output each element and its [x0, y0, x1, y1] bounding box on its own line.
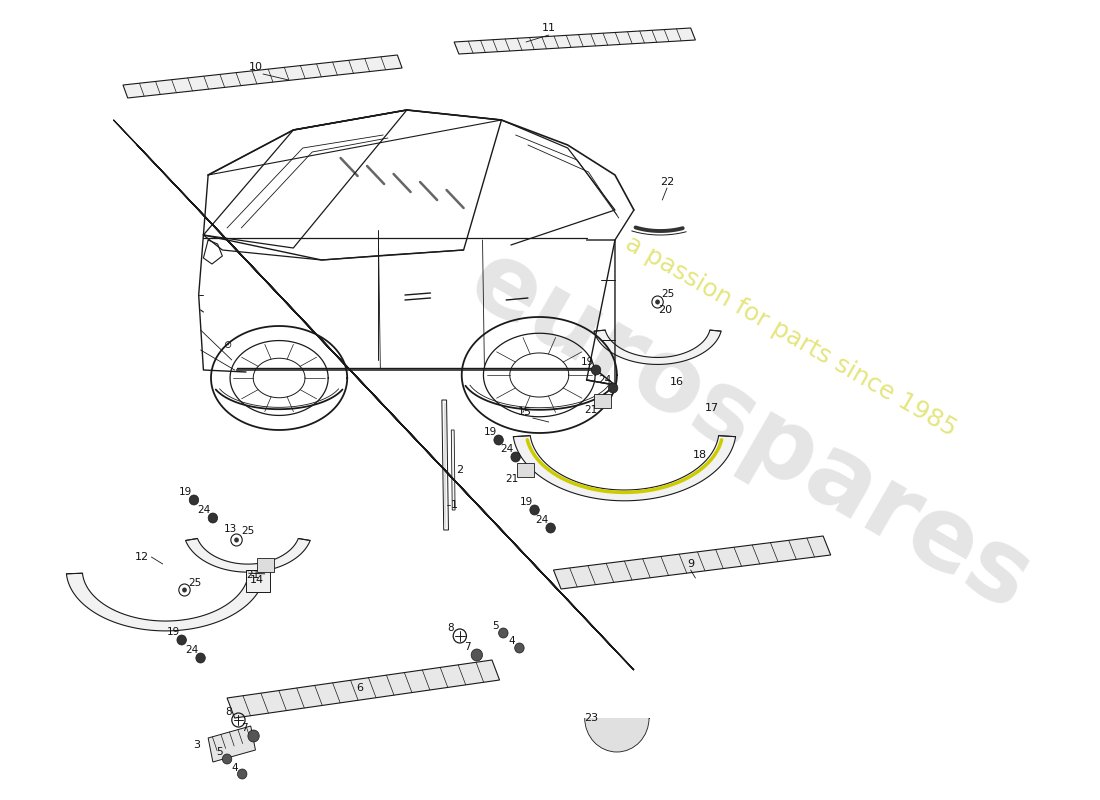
Circle shape — [189, 495, 199, 505]
Text: 22: 22 — [660, 177, 674, 187]
Circle shape — [248, 730, 260, 742]
Circle shape — [592, 365, 601, 375]
Polygon shape — [514, 436, 736, 501]
Circle shape — [592, 692, 641, 744]
Text: 19: 19 — [166, 627, 179, 637]
Text: a passion for parts since 1985: a passion for parts since 1985 — [621, 231, 960, 441]
Text: 8: 8 — [447, 623, 453, 633]
Text: 19: 19 — [581, 357, 594, 367]
Circle shape — [515, 643, 525, 653]
Polygon shape — [594, 394, 612, 408]
Polygon shape — [594, 330, 722, 365]
Circle shape — [196, 653, 206, 663]
Text: 16: 16 — [670, 377, 683, 387]
Polygon shape — [227, 660, 499, 718]
Text: 24: 24 — [536, 515, 549, 525]
Text: 24: 24 — [500, 444, 514, 454]
Circle shape — [183, 587, 187, 593]
Text: 24: 24 — [198, 505, 211, 515]
Circle shape — [546, 523, 556, 533]
Circle shape — [613, 714, 620, 722]
Text: 25: 25 — [661, 289, 674, 299]
Circle shape — [605, 705, 629, 731]
Polygon shape — [517, 463, 534, 477]
Text: 23: 23 — [584, 713, 598, 723]
Text: 15: 15 — [518, 407, 532, 417]
Polygon shape — [451, 430, 455, 510]
Text: 19: 19 — [484, 427, 497, 437]
Text: 7: 7 — [241, 723, 248, 733]
Text: 25: 25 — [188, 578, 201, 588]
Circle shape — [656, 299, 660, 305]
Text: 2: 2 — [456, 465, 463, 475]
Circle shape — [585, 684, 649, 752]
Circle shape — [498, 628, 508, 638]
Text: eurospares: eurospares — [451, 232, 1047, 632]
Text: 11: 11 — [541, 23, 556, 33]
Circle shape — [609, 710, 625, 726]
Circle shape — [530, 505, 539, 515]
Text: 21: 21 — [246, 570, 260, 580]
Polygon shape — [454, 28, 695, 54]
Text: 19: 19 — [519, 497, 532, 507]
Text: 8: 8 — [226, 707, 232, 717]
Circle shape — [598, 699, 635, 737]
Text: 17: 17 — [704, 403, 718, 413]
Text: 3: 3 — [194, 740, 200, 750]
Text: 4: 4 — [231, 763, 238, 773]
Text: 1: 1 — [451, 500, 458, 510]
Polygon shape — [583, 678, 651, 718]
Text: 25: 25 — [241, 526, 254, 536]
Text: 6: 6 — [356, 683, 363, 693]
Text: 18: 18 — [693, 450, 707, 460]
Polygon shape — [246, 570, 270, 592]
Circle shape — [222, 754, 232, 764]
Text: 24: 24 — [598, 375, 612, 385]
Text: 7: 7 — [464, 642, 471, 652]
Polygon shape — [66, 574, 265, 631]
Text: 24: 24 — [186, 645, 199, 655]
Polygon shape — [123, 55, 403, 98]
Text: 9: 9 — [688, 559, 694, 569]
Circle shape — [208, 513, 218, 523]
Text: 13: 13 — [224, 524, 238, 534]
Polygon shape — [186, 538, 310, 572]
Polygon shape — [443, 403, 446, 528]
Text: 10: 10 — [249, 62, 263, 72]
Circle shape — [177, 635, 186, 645]
Circle shape — [471, 649, 483, 661]
Text: 5: 5 — [217, 747, 223, 757]
Text: 14: 14 — [251, 575, 264, 585]
Circle shape — [608, 383, 618, 393]
Text: 20: 20 — [658, 305, 672, 315]
Text: 12: 12 — [135, 552, 149, 562]
Polygon shape — [257, 558, 274, 572]
Text: 19: 19 — [179, 487, 192, 497]
Polygon shape — [208, 726, 255, 762]
Circle shape — [238, 769, 246, 779]
Polygon shape — [553, 536, 830, 589]
Circle shape — [234, 538, 239, 542]
Circle shape — [494, 435, 504, 445]
Circle shape — [510, 452, 520, 462]
Text: 21: 21 — [584, 405, 597, 415]
Text: 21: 21 — [505, 474, 518, 484]
Polygon shape — [442, 400, 449, 530]
Text: 5: 5 — [493, 621, 499, 631]
Text: 4: 4 — [508, 636, 515, 646]
Text: ⊙: ⊙ — [223, 340, 231, 350]
